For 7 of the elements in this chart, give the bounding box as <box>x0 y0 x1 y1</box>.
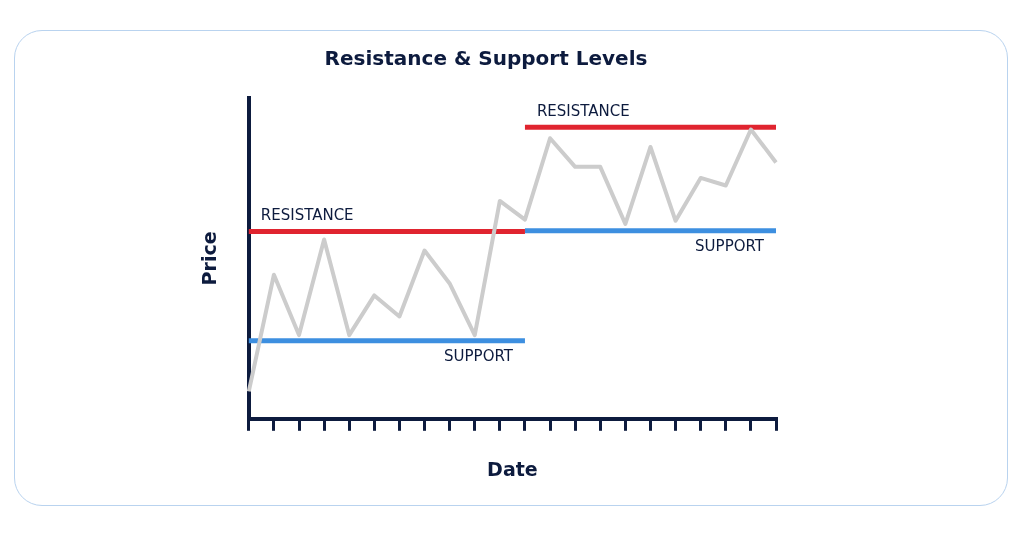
series-label: SUPPORT <box>695 236 765 255</box>
series-label: RESISTANCE <box>260 206 354 225</box>
chart-title: Resistance & Support Levels <box>324 46 648 71</box>
series-label: SUPPORT <box>444 346 514 365</box>
x-axis-title: Date <box>487 457 538 480</box>
series-label: RESISTANCE <box>536 102 630 121</box>
y-axis-title: Price <box>198 231 221 286</box>
